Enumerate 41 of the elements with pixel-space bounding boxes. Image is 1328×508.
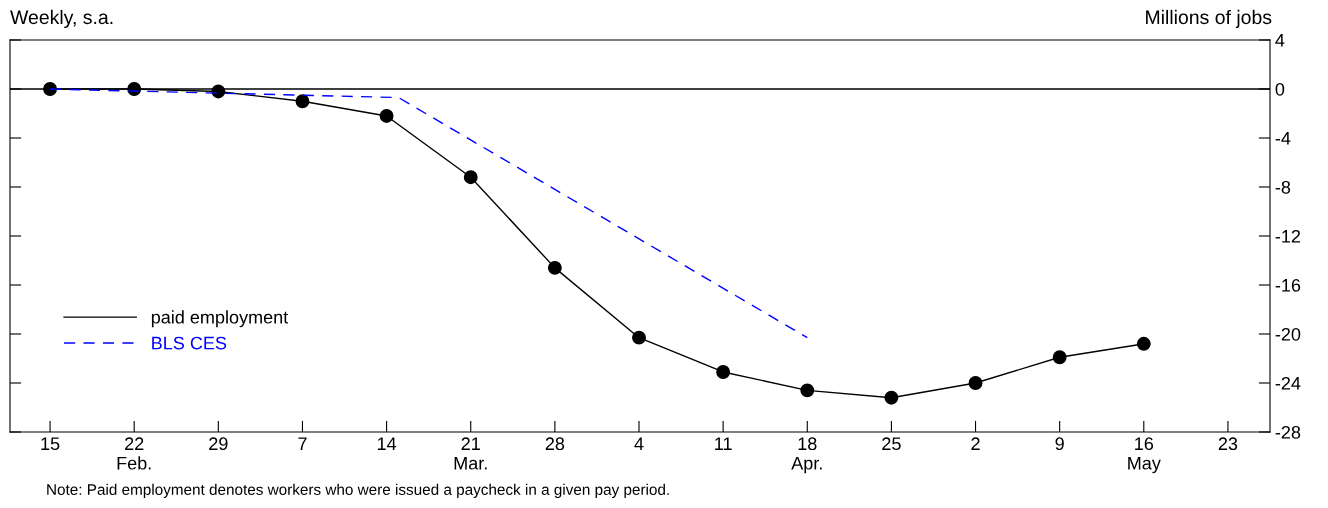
y-tick-label: -24: [1275, 376, 1301, 390]
legend-label: BLS CES: [152, 336, 227, 350]
y-tick-label: -12: [1275, 229, 1301, 243]
y-tick-label: -20: [1275, 327, 1301, 341]
y-tick-label: 4: [1275, 34, 1285, 47]
x-tick-label: 7: [298, 437, 307, 450]
x-tick-label: 29: [209, 437, 228, 451]
point: [295, 94, 310, 109]
x-tick-label: 9: [1055, 437, 1064, 451]
point: [211, 84, 226, 99]
x-tick-label: 11: [715, 437, 732, 450]
point: [968, 376, 983, 390]
x-tick-label: 23: [1218, 437, 1238, 451]
x-tick-label: 28: [545, 437, 565, 451]
text: Note: Paid employment denotes workers who were issued a paycheck in a given pay period.: [47, 483, 669, 498]
x-tick-label: 16 May: [1128, 437, 1161, 474]
point: [800, 383, 815, 398]
point: [884, 390, 899, 405]
y-tick-label: 0: [1275, 82, 1285, 96]
x-tick-label: 4: [634, 437, 644, 450]
x-tick-label: 21 Mar.: [454, 437, 487, 470]
point: [547, 260, 562, 275]
point: [463, 170, 478, 185]
point: [379, 109, 394, 123]
x-tick-label: 15: [41, 437, 60, 451]
y-tick-label: -4: [1275, 132, 1291, 145]
y-axis-title: Millions of jobs: [1146, 9, 1272, 28]
x-tick-label: 2: [971, 437, 980, 450]
point: [716, 365, 731, 379]
legend-label: paid employment: [151, 310, 289, 328]
x-tick-label: 14: [377, 437, 397, 450]
x-tick-label: 22 Feb.: [117, 437, 151, 470]
x-tick-label: 18 Apr.: [791, 437, 822, 474]
point: [632, 330, 646, 345]
point: [1052, 350, 1067, 365]
y-tick-label: -16: [1275, 278, 1301, 292]
x-tick-label: 25: [882, 437, 901, 451]
chart-title: Weekly, s.a.: [10, 9, 113, 28]
y-tick-label: -8: [1275, 180, 1291, 194]
point: [1136, 336, 1151, 351]
y-tick-label: -28: [1275, 425, 1301, 439]
